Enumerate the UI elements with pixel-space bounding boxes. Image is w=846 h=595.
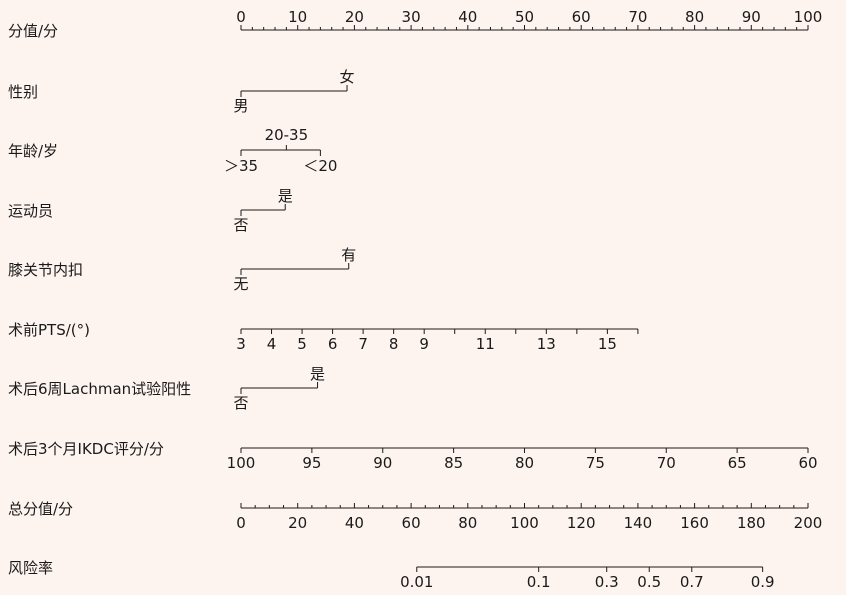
tick-label: 40 <box>345 514 364 532</box>
risk-tick-label: 0.1 <box>527 573 551 591</box>
tick-label: 50 <box>515 8 534 26</box>
row-label: 总分值/分 <box>8 500 73 518</box>
tick-label: 100 <box>510 514 539 532</box>
level-label: 无 <box>233 275 248 293</box>
tick-label: 60 <box>798 454 817 472</box>
row-label: 术前PTS/(°) <box>8 321 90 339</box>
tick-label: 100 <box>794 8 823 26</box>
row-label: 术后3个月IKDC评分/分 <box>8 440 164 458</box>
tick-label: 60 <box>402 514 421 532</box>
tick-label: 0 <box>236 514 246 532</box>
row-label: 分值/分 <box>8 22 58 40</box>
tick-label: 70 <box>657 454 676 472</box>
tick-label: 60 <box>572 8 591 26</box>
level-label: 20-35 <box>265 126 309 144</box>
risk-tick-label: 0.7 <box>680 573 704 591</box>
tick-label: 11 <box>476 335 495 353</box>
level-label: ＞35 <box>224 157 258 175</box>
tick-label: 5 <box>297 335 307 353</box>
level-label: 有 <box>341 246 356 264</box>
tick-label: 13 <box>537 335 556 353</box>
row-label: 风险率 <box>8 559 53 577</box>
risk-tick-label: 0.9 <box>751 573 775 591</box>
tick-label: 8 <box>389 335 399 353</box>
tick-label: 0 <box>236 8 246 26</box>
row-label: 膝关节内扣 <box>8 261 83 279</box>
risk-tick-label: 0.5 <box>637 573 661 591</box>
level-label: 男 <box>233 97 248 115</box>
tick-label: 65 <box>728 454 747 472</box>
tick-label: 200 <box>794 514 823 532</box>
row-label: 运动员 <box>8 202 53 220</box>
tick-label: 4 <box>267 335 277 353</box>
level-label: 是 <box>278 187 293 205</box>
tick-label: 30 <box>402 8 421 26</box>
risk-tick-label: 0.01 <box>400 573 433 591</box>
risk-tick-label: 0.3 <box>595 573 619 591</box>
tick-label: 3 <box>236 335 246 353</box>
tick-label: 100 <box>227 454 256 472</box>
tick-label: 70 <box>628 8 647 26</box>
tick-label: 20 <box>345 8 364 26</box>
tick-label: 7 <box>358 335 368 353</box>
tick-label: 40 <box>458 8 477 26</box>
tick-label: 9 <box>419 335 429 353</box>
tick-label: 15 <box>598 335 617 353</box>
tick-label: 75 <box>586 454 605 472</box>
level-label: 否 <box>233 394 248 412</box>
row-label: 年龄/岁 <box>8 142 58 160</box>
level-label: 女 <box>340 68 355 86</box>
tick-label: 95 <box>302 454 321 472</box>
tick-label: 80 <box>458 514 477 532</box>
tick-label: 90 <box>742 8 761 26</box>
tick-label: 20 <box>288 514 307 532</box>
tick-label: 10 <box>288 8 307 26</box>
tick-label: 180 <box>737 514 766 532</box>
tick-label: 140 <box>624 514 653 532</box>
tick-label: 80 <box>515 454 534 472</box>
row-label: 术后6周Lachman试验阳性 <box>8 380 191 398</box>
level-label: 否 <box>233 216 248 234</box>
row-label: 性别 <box>8 83 38 101</box>
tick-label: 6 <box>328 335 338 353</box>
tick-label: 120 <box>567 514 596 532</box>
tick-label: 85 <box>444 454 463 472</box>
level-label: ＜20 <box>303 157 337 175</box>
tick-label: 160 <box>680 514 709 532</box>
tick-label: 80 <box>685 8 704 26</box>
level-label: 是 <box>310 365 325 383</box>
tick-label: 90 <box>373 454 392 472</box>
